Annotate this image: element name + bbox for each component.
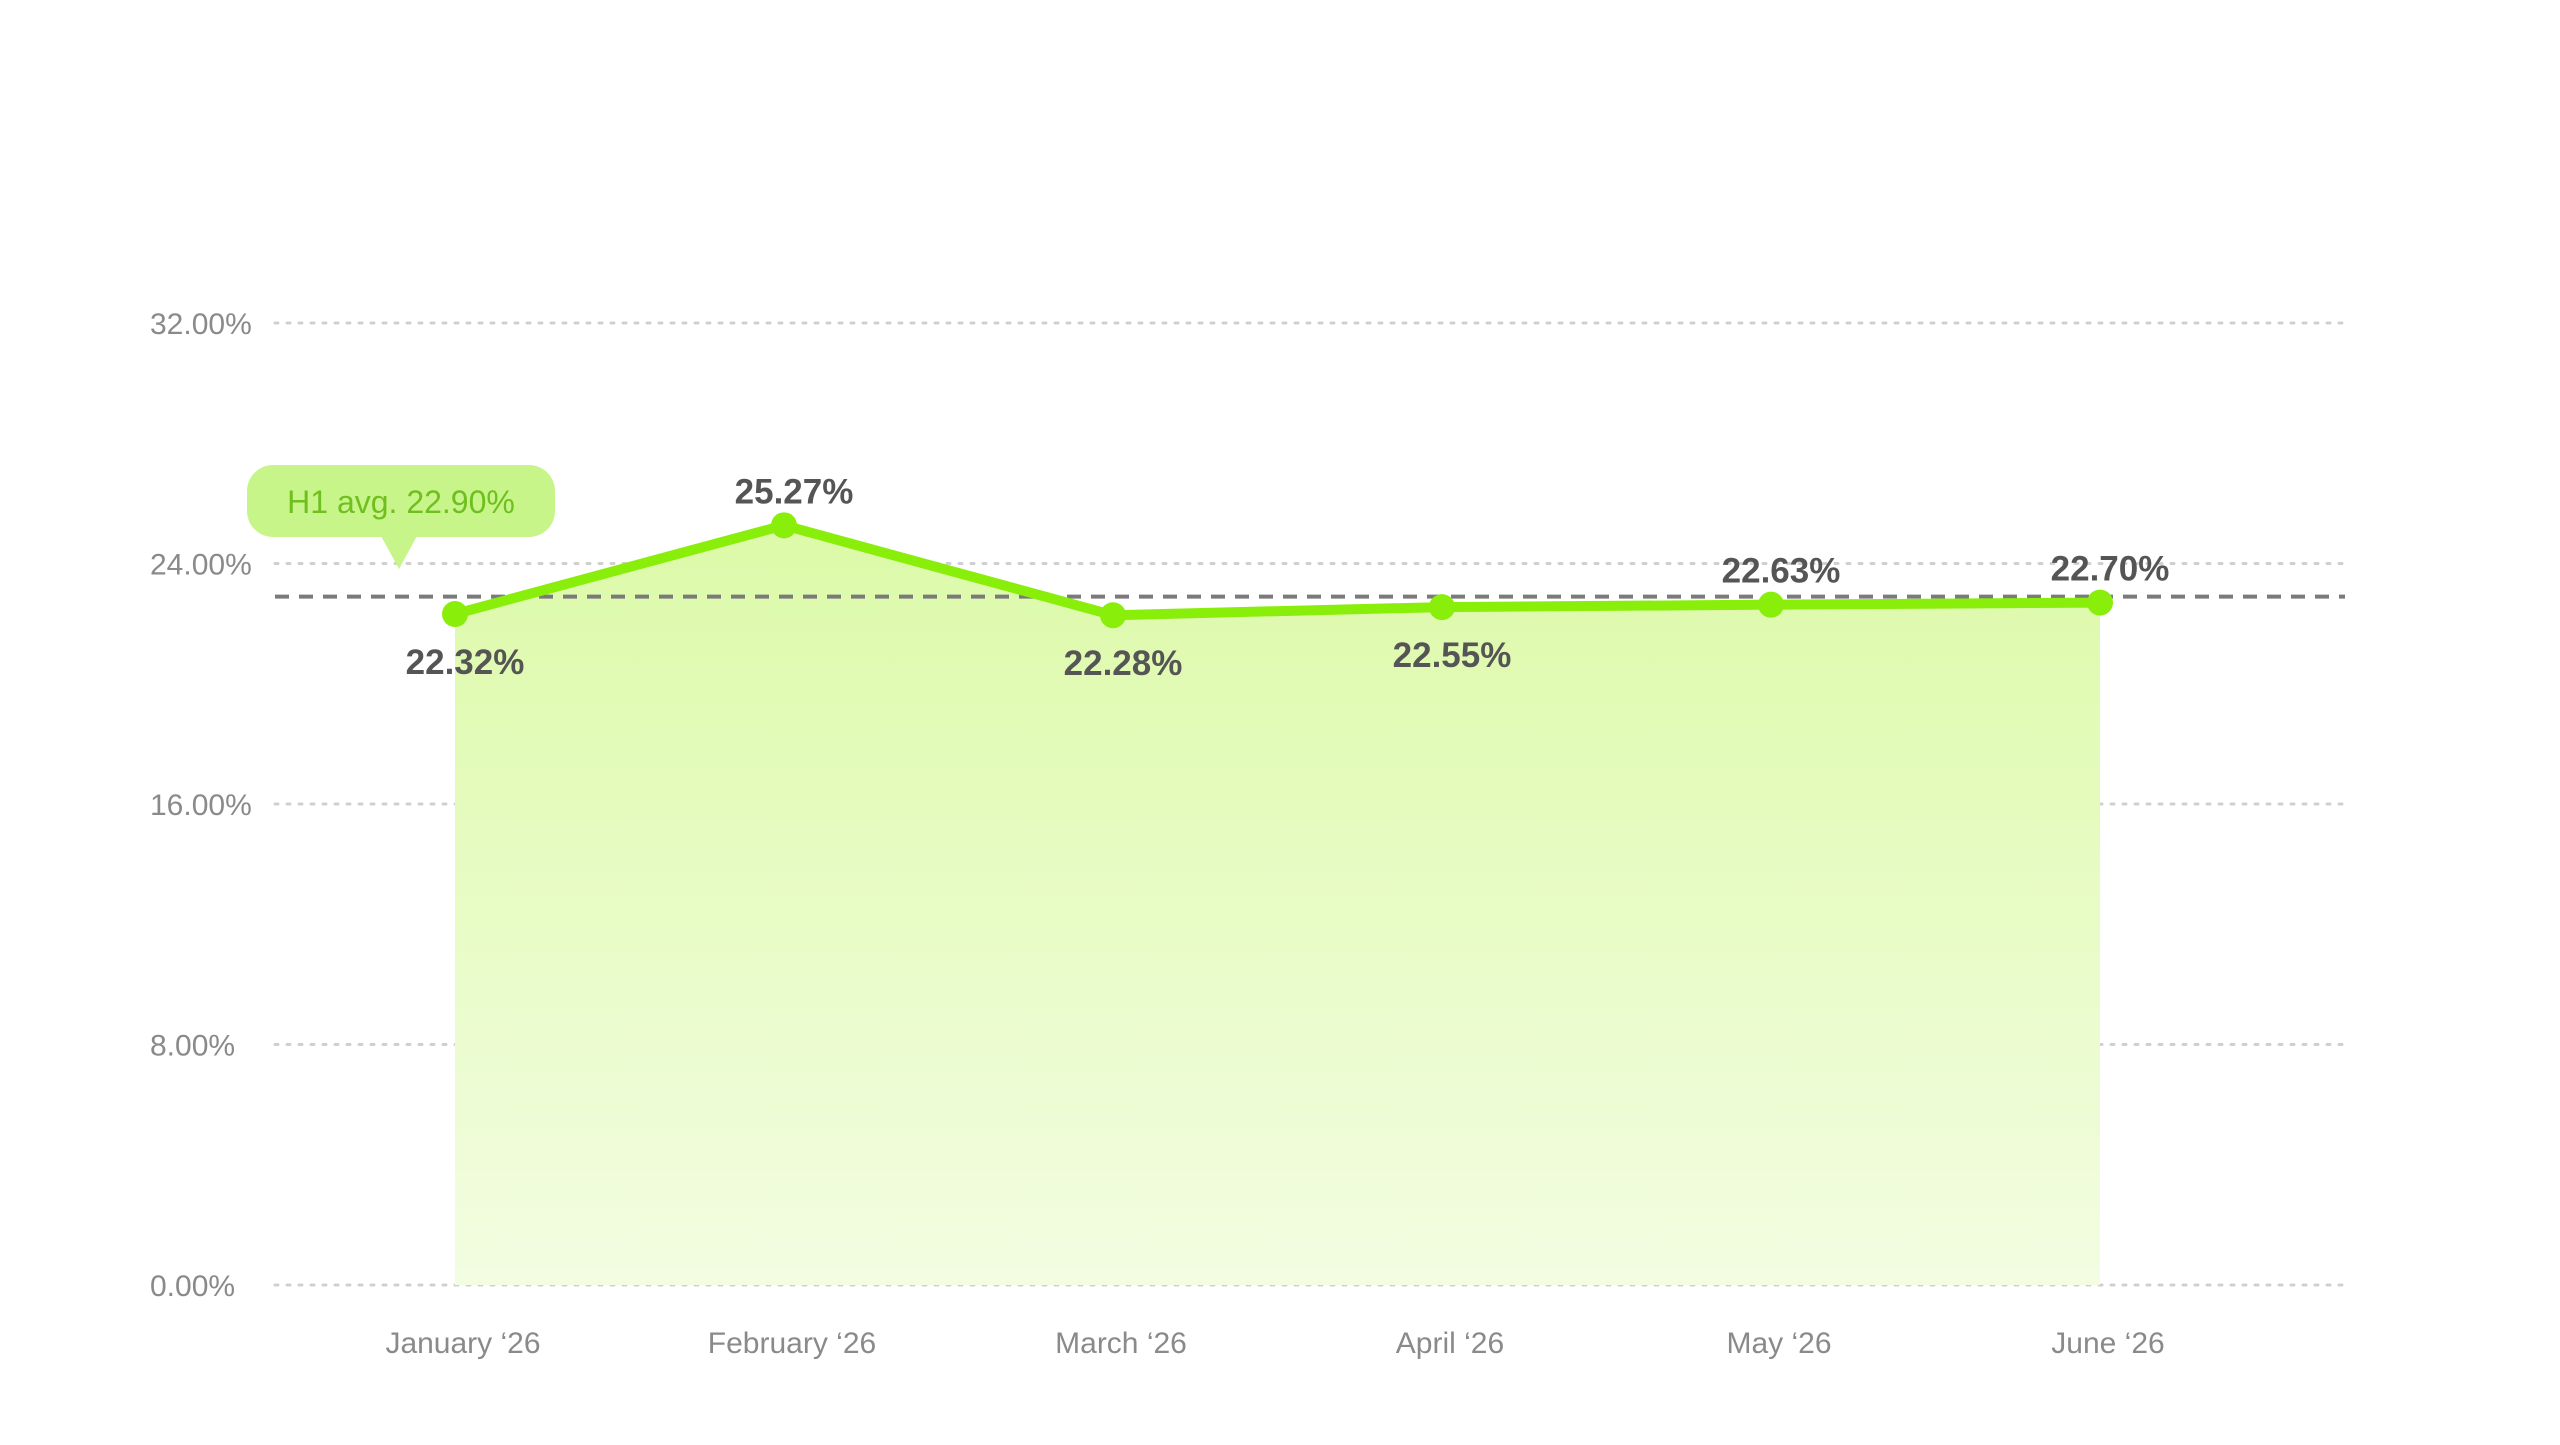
grid-layer: 0.00% 8.00% 16.00% 24.00% 32.00% January ‘26 F… <box>150 308 2347 1360</box>
line-layer <box>442 512 2113 629</box>
x-tick-label: March ‘26 <box>1055 1327 1187 1360</box>
data-point[interactable] <box>1100 602 1126 629</box>
series-line <box>450 520 2105 621</box>
average-callout-label: H1 avg. 22.90% <box>287 484 515 520</box>
y-tick-label: 32.00% <box>150 308 252 341</box>
data-point[interactable] <box>2087 589 2113 616</box>
data-label: 22.55% <box>1393 636 1512 675</box>
data-point[interactable] <box>1758 591 1784 618</box>
y-tick-label: 24.00% <box>150 549 252 582</box>
area-layer <box>455 525 2100 1285</box>
y-tick-label: 0.00% <box>150 1270 235 1303</box>
average-callout: H1 avg. 22.90% <box>247 465 555 569</box>
x-tick-label: June ‘26 <box>2051 1327 2164 1360</box>
y-tick-label: 16.00% <box>150 789 252 822</box>
x-tick-label: April ‘26 <box>1396 1327 1504 1360</box>
average-callout-bubble <box>247 465 555 537</box>
average-callout-pointer <box>381 536 417 569</box>
x-tick-label: May ‘26 <box>1726 1327 1831 1360</box>
data-point[interactable] <box>442 601 468 628</box>
data-label: 22.28% <box>1064 644 1183 683</box>
data-point[interactable] <box>771 512 797 539</box>
x-tick-label: February ‘26 <box>708 1327 876 1360</box>
data-label: 22.63% <box>1722 552 1841 591</box>
data-label: 22.32% <box>406 643 525 682</box>
data-point[interactable] <box>1429 594 1455 621</box>
label-layer: 22.32% 25.27% 22.28% 22.55% 22.63% 22.70% <box>406 472 2170 683</box>
area-fill <box>455 525 2100 1285</box>
data-label: 25.27% <box>735 472 854 511</box>
x-tick-label: January ‘26 <box>385 1327 540 1360</box>
data-label: 22.70% <box>2051 550 2170 589</box>
y-tick-label: 8.00% <box>150 1030 235 1063</box>
